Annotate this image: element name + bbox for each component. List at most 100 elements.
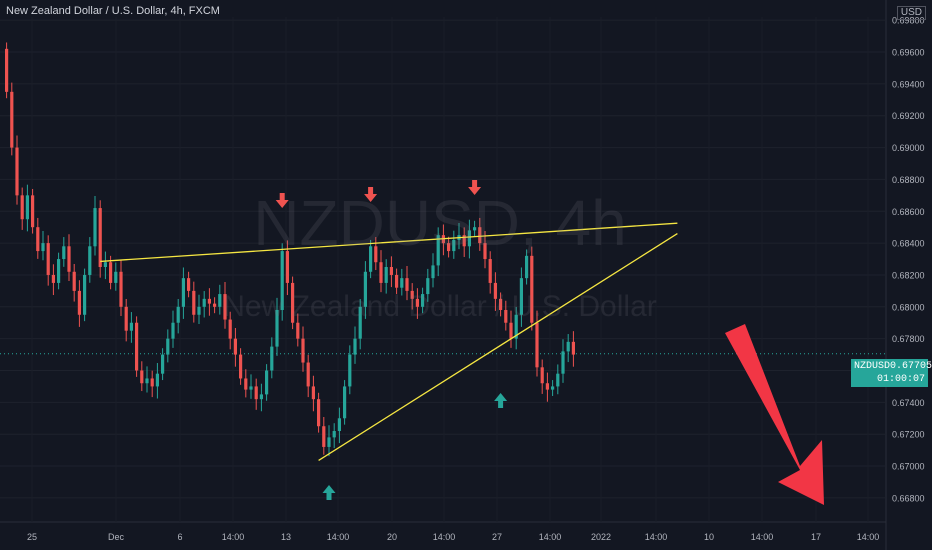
candle-body <box>171 322 175 339</box>
candle-body <box>93 208 97 247</box>
candle <box>337 407 341 444</box>
x-tick-label: 25 <box>27 532 37 542</box>
candle-body <box>426 278 430 295</box>
candle <box>499 292 503 317</box>
candle-body <box>519 278 523 315</box>
candle <box>265 364 269 401</box>
candle-body <box>124 306 128 331</box>
candle <box>218 284 222 315</box>
candle-body <box>265 370 269 395</box>
candle-body <box>285 251 289 283</box>
candle <box>171 310 175 348</box>
currency-label[interactable]: USD <box>896 6 926 20</box>
candle <box>25 184 29 232</box>
candle-body <box>488 259 492 283</box>
chart-title: New Zealand Dollar / U.S. Dollar, 4h, FX… <box>6 5 220 17</box>
candle-body <box>556 373 560 387</box>
candle <box>10 82 14 156</box>
candle <box>343 380 347 425</box>
candle <box>280 243 284 321</box>
candle <box>566 334 570 363</box>
candle <box>410 283 414 310</box>
resistance-touch-arrow-icon <box>468 180 482 195</box>
x-tick-label: 2022 <box>591 532 611 542</box>
candle <box>46 235 50 286</box>
candle-body <box>379 262 383 283</box>
candle <box>275 297 279 356</box>
candle <box>93 195 97 256</box>
candle <box>488 251 492 294</box>
candle-body <box>5 48 9 92</box>
candle <box>57 252 61 290</box>
candle <box>561 339 565 383</box>
candle <box>83 268 87 322</box>
candle <box>509 310 513 348</box>
candle <box>389 256 393 288</box>
candle <box>504 300 508 331</box>
candle-body <box>369 246 373 272</box>
candle <box>353 326 357 364</box>
candle <box>556 364 560 395</box>
candle-body <box>353 338 357 355</box>
candle-body <box>358 306 362 339</box>
candle-body <box>540 367 544 384</box>
candle-body <box>348 354 352 387</box>
candle <box>348 345 352 395</box>
candle-body <box>155 373 159 387</box>
support-touch-arrow-icon <box>322 485 336 500</box>
candle <box>124 299 128 342</box>
candle <box>176 299 180 334</box>
candle-body <box>395 274 399 288</box>
x-tick-label: 14:00 <box>327 532 350 542</box>
candle-body <box>447 243 451 252</box>
candle <box>306 354 310 398</box>
candle <box>415 288 419 319</box>
candle-body <box>239 354 243 379</box>
candle <box>551 380 555 396</box>
y-tick-label: 0.69200 <box>892 111 925 121</box>
candle <box>452 230 456 259</box>
candle <box>327 425 331 457</box>
candle-body <box>135 322 139 371</box>
candle <box>207 288 211 316</box>
x-tick-label: 10 <box>704 532 714 542</box>
candle <box>405 266 409 301</box>
candle-body <box>46 243 50 275</box>
candle-body <box>15 147 19 196</box>
y-tick-label: 0.68600 <box>892 207 925 217</box>
candle-body <box>233 338 237 355</box>
candle <box>135 316 139 377</box>
candle <box>473 220 477 237</box>
candle-body <box>509 322 513 339</box>
candle-body <box>57 259 61 283</box>
candle-body <box>291 282 295 323</box>
candle <box>358 299 362 350</box>
candle-body <box>129 322 133 331</box>
candle <box>15 135 19 205</box>
candle-body <box>176 306 180 323</box>
candle <box>426 268 430 302</box>
candle-body <box>83 274 87 315</box>
candle-body <box>114 271 118 283</box>
x-tick-label: 14:00 <box>539 532 562 542</box>
candle-body <box>218 294 222 307</box>
candle <box>197 294 201 325</box>
resistance-trendline <box>100 222 678 263</box>
candle <box>431 253 435 288</box>
x-tick-label: 14:00 <box>857 532 880 542</box>
y-tick-label: 0.68800 <box>892 175 925 185</box>
candle-body <box>20 195 24 220</box>
candle <box>109 255 113 290</box>
candle-body <box>181 278 185 307</box>
candle <box>478 217 482 251</box>
candle-body <box>462 235 466 247</box>
candle-body <box>478 227 482 244</box>
price-tag-symbol: NZDUSD <box>854 361 891 372</box>
candle-body <box>545 383 549 390</box>
candle-body <box>322 426 326 447</box>
candle-body <box>530 255 534 323</box>
candle <box>129 312 133 343</box>
candle-body <box>415 298 419 307</box>
candle <box>187 271 191 298</box>
